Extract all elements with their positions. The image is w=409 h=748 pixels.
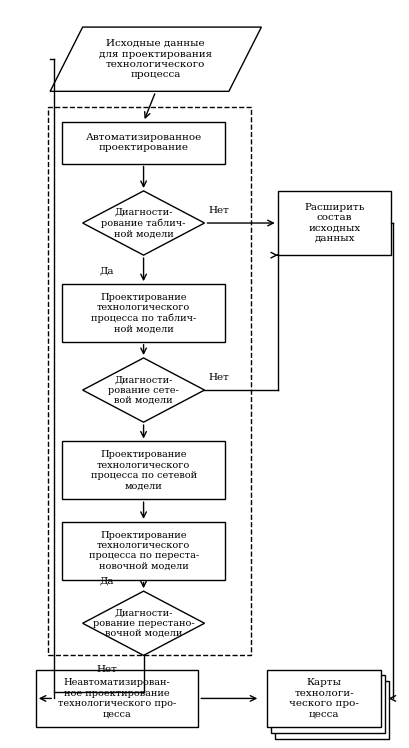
Text: Нет: Нет (209, 206, 229, 215)
Text: Да: Да (100, 577, 114, 586)
Text: Автоматизированное
проектирование: Автоматизированное проектирование (85, 133, 202, 153)
Text: Нет: Нет (209, 373, 229, 382)
Text: Расширить
состав
исходных
данных: Расширить состав исходных данных (304, 203, 365, 243)
FancyBboxPatch shape (271, 675, 385, 733)
FancyBboxPatch shape (275, 681, 389, 739)
FancyBboxPatch shape (36, 669, 198, 727)
FancyBboxPatch shape (267, 669, 381, 727)
FancyBboxPatch shape (62, 441, 225, 499)
Text: Исходные данные
для проектирования
технологического
процесса: Исходные данные для проектирования техно… (99, 39, 212, 79)
Polygon shape (83, 358, 204, 422)
FancyBboxPatch shape (62, 122, 225, 164)
Text: Да: Да (100, 267, 114, 276)
Text: Нет: Нет (97, 665, 117, 674)
FancyBboxPatch shape (62, 522, 225, 580)
Text: Диагности-
рование перестано-
вочной модели: Диагности- рование перестано- вочной мод… (93, 608, 194, 638)
Polygon shape (50, 27, 261, 91)
Polygon shape (83, 191, 204, 255)
Polygon shape (83, 591, 204, 655)
Text: Проектирование
технологического
процесса по таблич-
ной модели: Проектирование технологического процесса… (91, 292, 196, 334)
FancyBboxPatch shape (62, 284, 225, 342)
FancyBboxPatch shape (278, 191, 391, 255)
Text: Неавтоматизирован-
ное проектирование
технологического про-
цесса: Неавтоматизирован- ное проектирование те… (58, 678, 176, 719)
Text: Карты
технологи-
ческого про-
цесса: Карты технологи- ческого про- цесса (290, 678, 359, 719)
Text: Проектирование
технологического
процесса по переста-
новочной модели: Проектирование технологического процесса… (88, 530, 199, 571)
Text: Диагности-
рование таблич-
ной модели: Диагности- рование таблич- ной модели (101, 208, 186, 238)
Text: Диагности-
рование сете-
вой модели: Диагности- рование сете- вой модели (108, 375, 179, 405)
Text: Проектирование
технологического
процесса по сетевой
модели: Проектирование технологического процесса… (90, 450, 197, 491)
